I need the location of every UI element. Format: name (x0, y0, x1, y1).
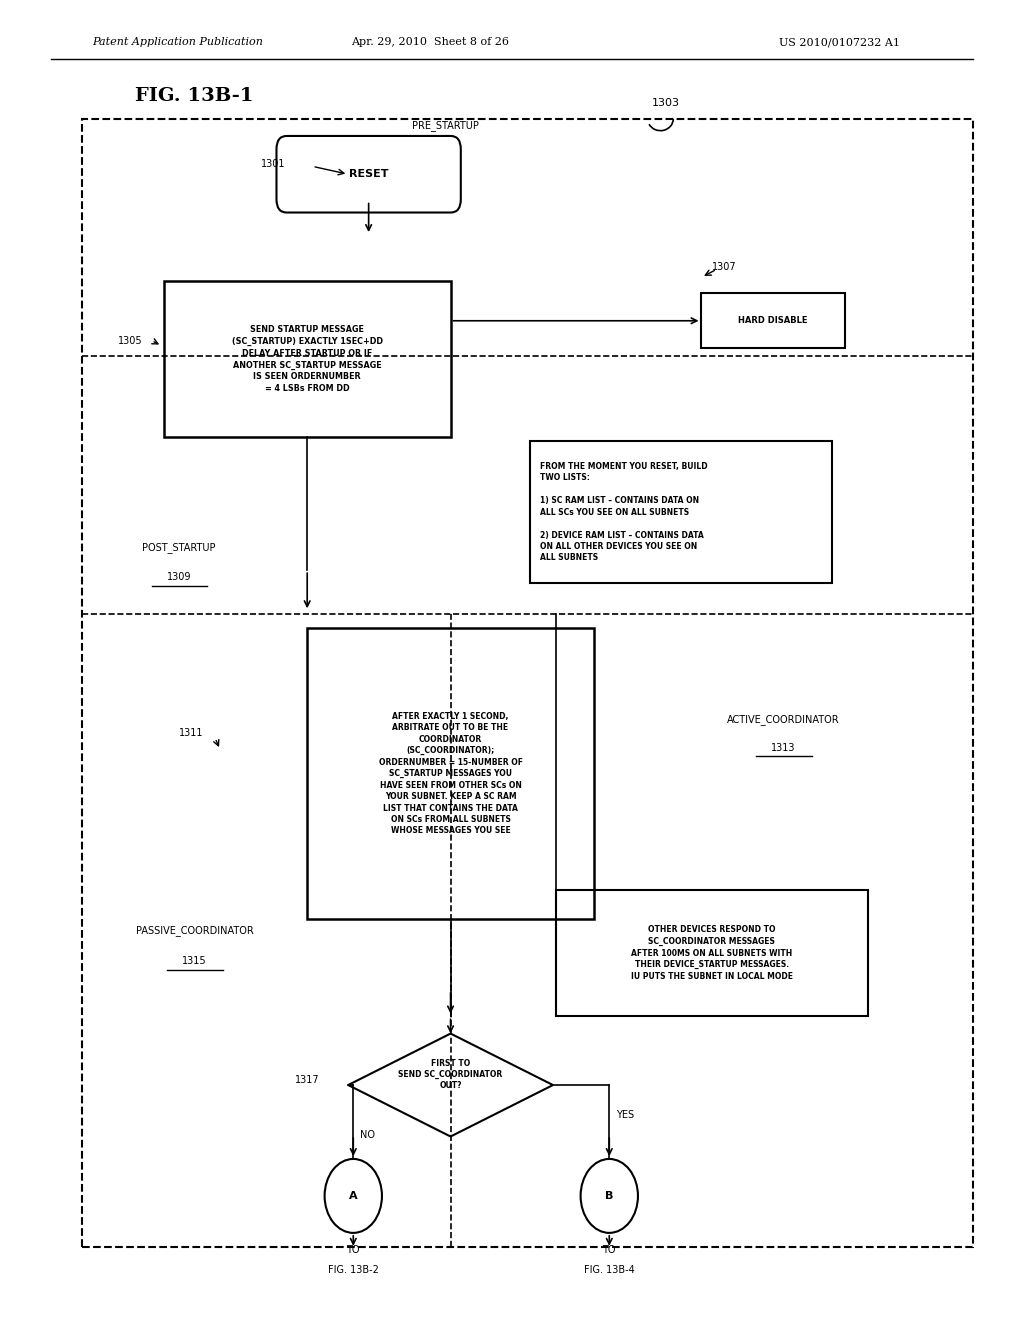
Bar (555, 890, 867, 1016)
Text: 1307: 1307 (712, 261, 736, 272)
Text: A: A (349, 1191, 357, 1201)
Text: AFTER EXACTLY 1 SECOND,
ARBITRATE OUT TO BE THE
COORDINATOR
(SC_COORDINATOR);
OR: AFTER EXACTLY 1 SECOND, ARBITRATE OUT TO… (379, 711, 522, 836)
Text: 1301: 1301 (261, 158, 286, 169)
Text: B: B (605, 1191, 613, 1201)
Text: RESET: RESET (349, 169, 388, 180)
Text: SEND STARTUP MESSAGE
(SC_STARTUP) EXACTLY 1SEC+DD
DELAY AFTER STARTUP OR IF
ANOT: SEND STARTUP MESSAGE (SC_STARTUP) EXACTL… (231, 325, 383, 393)
Text: PASSIVE_COORDINATOR: PASSIVE_COORDINATOR (136, 925, 253, 936)
Text: FROM THE MOMENT YOU RESET, BUILD
TWO LISTS:

1) SC RAM LIST – CONTAINS DATA ON
A: FROM THE MOMENT YOU RESET, BUILD TWO LIS… (541, 462, 708, 562)
Text: US 2010/0107232 A1: US 2010/0107232 A1 (779, 37, 900, 48)
Text: OTHER DEVICES RESPOND TO
SC_COORDINATOR MESSAGES
AFTER 100MS ON ALL SUBNETS WITH: OTHER DEVICES RESPOND TO SC_COORDINATOR … (631, 925, 793, 981)
Text: Apr. 29, 2010  Sheet 8 of 26: Apr. 29, 2010 Sheet 8 of 26 (351, 37, 509, 48)
Text: NO: NO (360, 1130, 376, 1140)
Bar (701, 293, 845, 348)
Text: 1315: 1315 (182, 956, 207, 966)
Text: TO: TO (346, 1245, 360, 1255)
Bar (530, 441, 831, 583)
Text: 1309: 1309 (167, 572, 191, 582)
Text: 1311: 1311 (179, 727, 204, 738)
Text: 1317: 1317 (295, 1074, 319, 1085)
Text: TO: TO (602, 1245, 616, 1255)
Text: 1303: 1303 (652, 98, 680, 108)
Text: FIG. 13B-2: FIG. 13B-2 (328, 1265, 379, 1275)
Text: 1313: 1313 (771, 743, 796, 754)
Bar (307, 628, 594, 919)
Text: 1305: 1305 (118, 335, 142, 346)
Text: HARD DISABLE: HARD DISABLE (738, 317, 808, 325)
Text: Patent Application Publication: Patent Application Publication (92, 37, 263, 48)
Text: POST_STARTUP: POST_STARTUP (142, 543, 216, 553)
Text: FIG. 13B-1: FIG. 13B-1 (135, 87, 254, 106)
Text: ACTIVE_COORDINATOR: ACTIVE_COORDINATOR (727, 714, 840, 725)
Text: FIRST TO
SEND SC_COORDINATOR
OUT?: FIRST TO SEND SC_COORDINATOR OUT? (398, 1059, 503, 1090)
Text: FIG. 13B-4: FIG. 13B-4 (584, 1265, 635, 1275)
Bar (164, 281, 451, 437)
Text: YES: YES (616, 1110, 635, 1121)
Text: PRE_STARTUP: PRE_STARTUP (412, 120, 479, 131)
